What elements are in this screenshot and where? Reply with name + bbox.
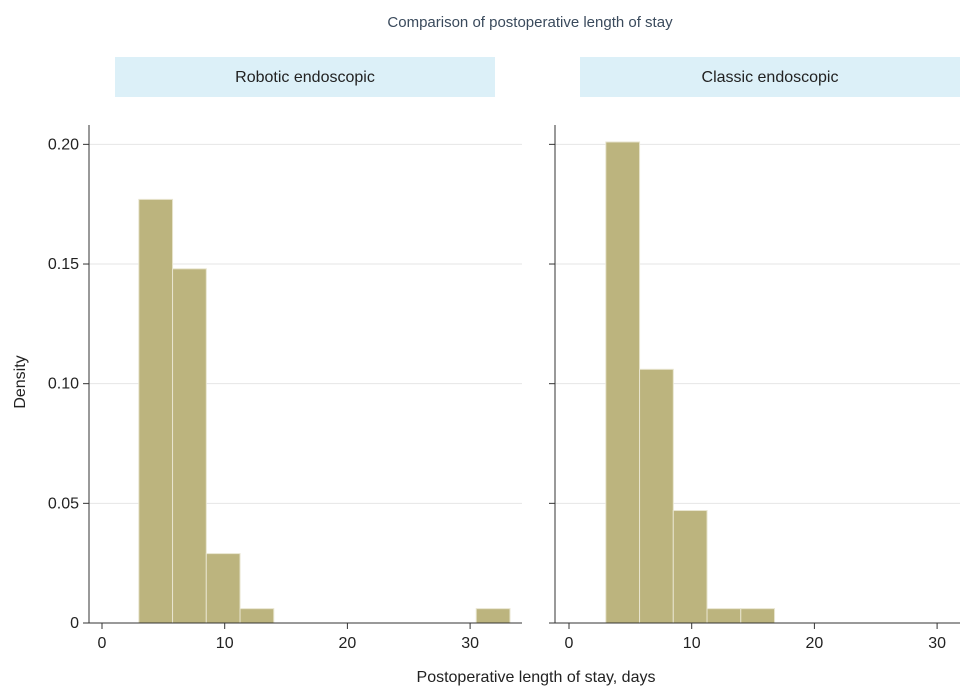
histogram-bar xyxy=(475,608,511,624)
histogram-bar xyxy=(138,198,174,624)
panel-header-label: Robotic endoscopic xyxy=(235,69,375,86)
x-tick-label: 30 xyxy=(928,635,946,652)
y-tick-label: 0.20 xyxy=(48,136,79,153)
chart-title: Comparison of postoperative length of st… xyxy=(387,14,673,31)
x-axis-label: Postoperative length of stay, days xyxy=(417,669,656,686)
panel-robotic: Robotic endoscopic 0 10 20 30 0 0.05 0.10 0.15 0.… xyxy=(48,57,522,652)
x-tick-label: 20 xyxy=(339,635,357,652)
histogram-bar xyxy=(205,553,241,624)
panel-header-label: Classic endoscopic xyxy=(702,69,839,86)
histogram-bar xyxy=(639,368,674,624)
histogram-bar xyxy=(706,608,742,624)
histogram-bar xyxy=(605,141,641,624)
x-tick-label: 20 xyxy=(806,635,824,652)
x-tick-label: 0 xyxy=(565,635,574,652)
histogram-bar xyxy=(672,510,708,624)
x-tick-label: 10 xyxy=(216,635,234,652)
y-tick-label: 0.10 xyxy=(48,376,79,393)
histogram-bar xyxy=(740,608,776,624)
y-axis-label: Density xyxy=(12,355,29,408)
panel-header xyxy=(580,57,960,97)
x-tick-label: 30 xyxy=(461,635,479,652)
y-tick-label: 0 xyxy=(70,615,79,632)
x-tick-label: 10 xyxy=(683,635,701,652)
y-tick-label: 0.15 xyxy=(48,256,79,273)
panel-classic: Classic endoscopic 0 10 20 30 xyxy=(549,57,960,652)
histogram-bar xyxy=(172,268,207,624)
y-tick-label: 0.05 xyxy=(48,495,79,512)
x-tick-label: 0 xyxy=(98,635,107,652)
panel-header xyxy=(115,57,495,97)
histogram-bar xyxy=(239,608,275,624)
